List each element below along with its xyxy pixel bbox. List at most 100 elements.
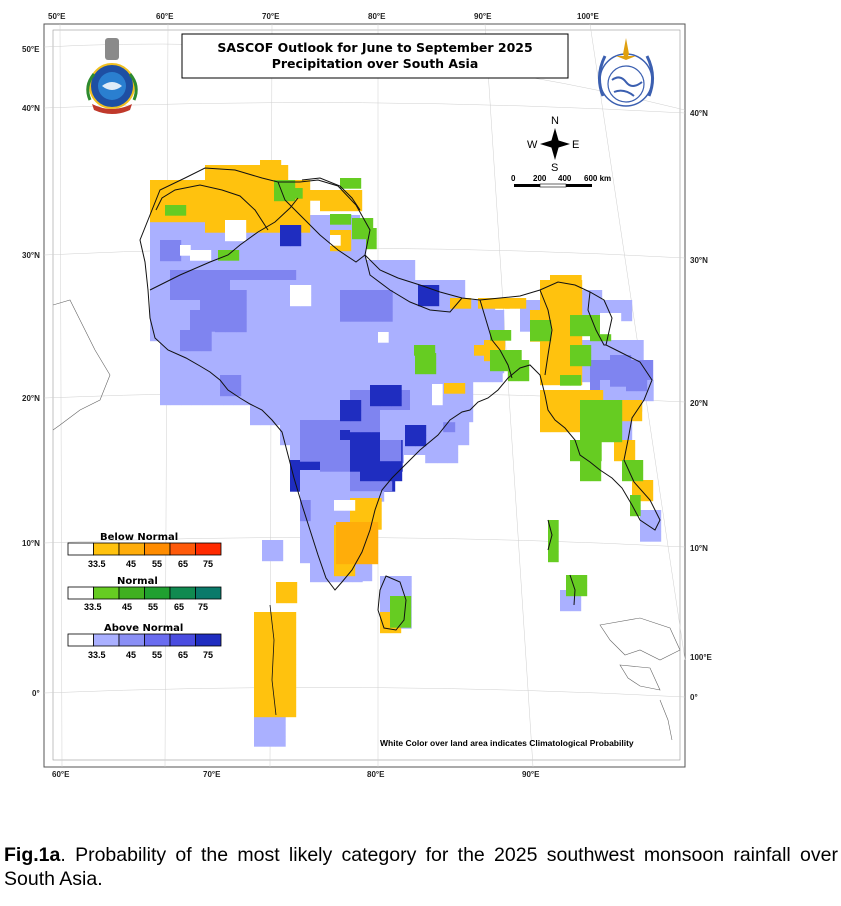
grid-cell — [332, 400, 343, 411]
grid-cell — [352, 260, 363, 271]
grid-cell — [331, 302, 342, 313]
grid-cell — [215, 311, 226, 322]
grid-cell — [576, 585, 588, 597]
grid-cell — [336, 543, 347, 554]
grid-cell — [360, 421, 372, 433]
grid-cell — [170, 384, 182, 395]
grid-cell — [361, 300, 372, 312]
grid-cell — [560, 590, 571, 601]
grid-cell — [601, 431, 612, 443]
grid-cell — [640, 520, 651, 532]
legend-value: 65 — [178, 650, 188, 660]
grid-cell — [344, 500, 356, 511]
grid-cell — [422, 420, 433, 432]
grid-cell — [302, 330, 314, 342]
grid-cell — [324, 350, 336, 361]
grid-cell — [452, 411, 463, 423]
grid-cell — [230, 280, 241, 291]
grid-cell — [303, 381, 315, 393]
grid-cell — [300, 451, 311, 462]
grid-cell — [181, 300, 192, 311]
grid-cell — [222, 190, 233, 201]
grid-cell — [276, 592, 287, 604]
grid-cell — [205, 165, 216, 176]
grid-cell — [280, 413, 291, 425]
legend-swatch — [195, 633, 222, 647]
grid-cell — [275, 661, 286, 672]
grid-cell — [401, 586, 412, 598]
grid-cell — [311, 340, 323, 351]
grid-cell — [431, 401, 442, 412]
grid-cell — [247, 180, 258, 191]
grid-cell — [254, 682, 265, 693]
grid-cell — [590, 431, 602, 443]
grid-cell — [170, 331, 182, 343]
grid-cell — [261, 240, 272, 252]
grid-cell — [282, 350, 294, 361]
grid-cell — [360, 440, 372, 451]
caption-label: Fig.1a — [4, 844, 61, 866]
grid-cell — [310, 323, 321, 334]
grid-cell — [357, 532, 368, 544]
grid-cell — [382, 300, 393, 312]
grid-cell — [508, 370, 519, 382]
grid-cell — [571, 421, 583, 433]
grid-cell — [236, 290, 247, 301]
grid-cell — [621, 300, 633, 311]
grid-cell — [550, 411, 562, 422]
grid-cell — [430, 320, 442, 332]
grid-cell — [200, 250, 212, 261]
grid-cell — [254, 640, 265, 651]
grid-cell — [360, 480, 372, 492]
grid-cell — [241, 371, 252, 383]
grid-cell — [478, 298, 489, 309]
grid-cell — [314, 350, 325, 361]
grid-cell — [380, 410, 391, 421]
lat-ticks-left: 50°E 40°N 30°N 20°N 10°N 0° — [22, 45, 40, 698]
grid-cell — [282, 311, 294, 323]
grid-cell — [366, 238, 377, 250]
grid-cell — [515, 298, 527, 309]
legend-value: 45 — [126, 559, 136, 569]
grid-cell — [282, 381, 294, 393]
grid-cell — [590, 320, 601, 331]
grid-cell — [271, 320, 282, 331]
grid-cell — [601, 350, 613, 362]
grid-cell — [380, 385, 392, 396]
legend-below-normal: Below Normal 33.5 45 55 65 75 — [67, 532, 222, 569]
grid-cell — [419, 371, 430, 382]
grid-cell — [350, 390, 361, 401]
grid-cell — [356, 381, 367, 393]
grid-cell — [262, 550, 273, 562]
grid-cell — [373, 270, 384, 282]
grid-cell — [320, 323, 332, 334]
grid-cell — [170, 352, 182, 364]
grid-cell — [272, 340, 284, 351]
map-inner-border — [52, 29, 681, 761]
grid-cell — [530, 320, 541, 331]
grid-cell — [220, 385, 231, 397]
grid-cell — [350, 480, 361, 492]
grid-cell — [250, 230, 262, 241]
grid-cell — [370, 280, 382, 291]
legend-value: 65 — [178, 559, 188, 569]
grid-cell — [471, 361, 482, 372]
grid-cell — [181, 373, 192, 385]
grid-cell — [331, 420, 343, 431]
grid-cell — [601, 400, 612, 411]
grid-cell — [264, 706, 276, 718]
grid-cell — [499, 298, 510, 309]
grid-cell — [398, 371, 409, 382]
grid-cell — [292, 251, 304, 262]
grid-cell — [170, 394, 182, 406]
grid-cell — [460, 371, 472, 383]
tick-label: 0° — [32, 689, 40, 698]
grid-cell — [390, 450, 402, 462]
grid-cell — [626, 370, 637, 381]
grid-cell — [310, 420, 322, 431]
grid-cell — [490, 330, 501, 341]
grid-cell — [191, 280, 202, 292]
grid-cell — [610, 313, 622, 324]
grid-cell — [212, 342, 224, 353]
grid-cell — [341, 260, 353, 271]
